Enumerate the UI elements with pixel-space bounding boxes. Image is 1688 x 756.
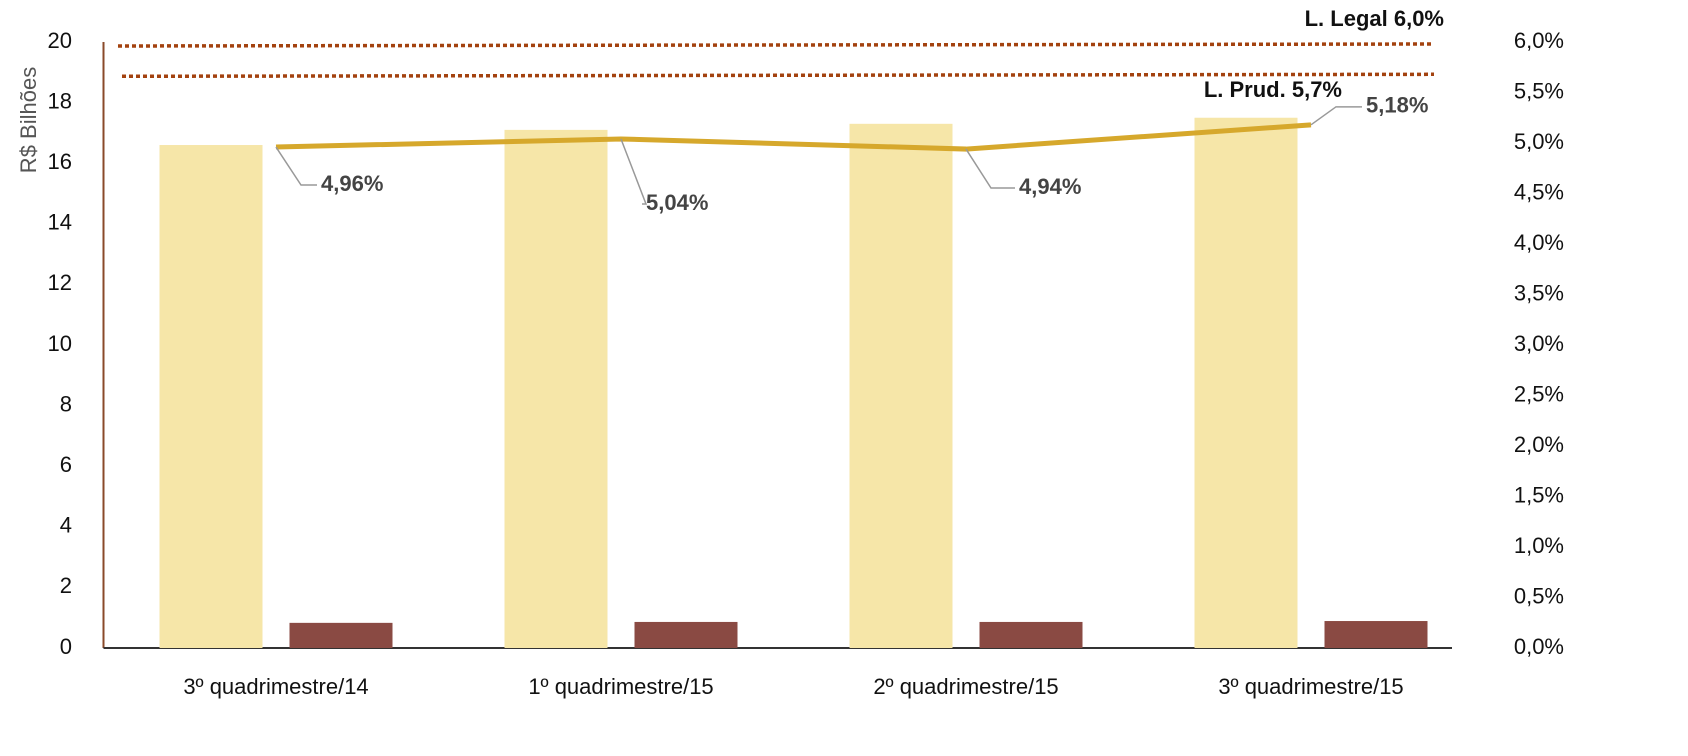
bar [1194,117,1298,648]
y2-tick-label: 2,5% [1514,381,1564,406]
bar [634,621,738,648]
y-tick-label: 2 [60,573,72,598]
x-tick-label: 3º quadrimestre/14 [183,674,368,699]
reference-line [117,42,1433,48]
y2-tick-label: 0,5% [1514,583,1564,608]
y2-tick-label: 6,0% [1514,28,1564,53]
data-label: 5,04% [646,190,708,215]
y-tick-label: 0 [60,634,72,659]
bar [504,129,608,648]
y2-tick-label: 5,0% [1514,129,1564,154]
line [275,122,1312,152]
y-tick-label: 16 [48,149,72,174]
y2-tick-label: 3,0% [1514,331,1564,356]
y2-tick-label: 5,5% [1514,78,1564,103]
bar [979,621,1083,648]
data-label: 5,18% [1366,93,1428,118]
y-axis-title: R$ Bilhões [16,67,41,173]
leader-line [1310,106,1362,126]
y-tick-label: 14 [48,210,72,235]
leader-line [965,148,1015,189]
bar [159,145,263,648]
y-tick-label: 10 [48,331,72,356]
y2-tick-label: 3,5% [1514,280,1564,305]
y2-tick-label: 0,0% [1514,634,1564,659]
y-tick-label: 4 [60,513,72,538]
leader-line [620,138,648,205]
data-label: 4,94% [1019,174,1081,199]
y2-tick-label: 4,0% [1514,230,1564,255]
leader-line [275,146,317,186]
y-tick-label: 8 [60,391,72,416]
x-tick-label: 3º quadrimestre/15 [1218,674,1403,699]
bar [289,622,393,648]
y2-tick-label: 1,5% [1514,482,1564,507]
y2-tick-label: 1,0% [1514,533,1564,558]
y-tick-label: 12 [48,270,72,295]
y2-tick-label: 4,5% [1514,179,1564,204]
x-tick-label: 1º quadrimestre/15 [528,674,713,699]
bar [849,123,953,648]
y2-tick-label: 2,0% [1514,432,1564,457]
y-tick-label: 6 [60,452,72,477]
x-tick-label: 2º quadrimestre/15 [873,674,1058,699]
data-label: 4,96% [321,171,383,196]
reference-label: L. Legal 6,0% [1305,6,1444,31]
bar [1324,621,1428,648]
reference-line [121,72,1435,79]
y-tick-label: 18 [48,88,72,113]
reference-label: L. Prud. 5,7% [1204,77,1342,102]
y-tick-label: 20 [48,28,72,53]
